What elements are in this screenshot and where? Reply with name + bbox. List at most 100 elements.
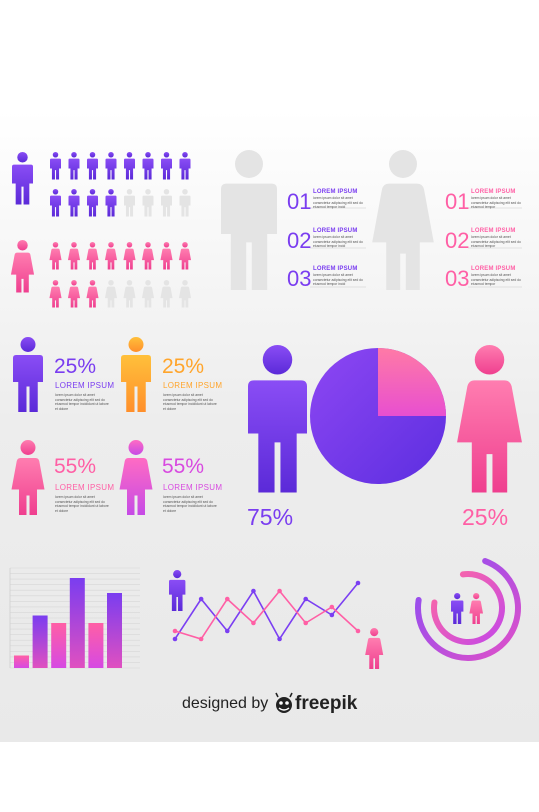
grid-male-icon: [124, 152, 135, 180]
grid-female-icon: [160, 242, 173, 270]
bar-chart-bar: [32, 615, 48, 668]
ring-chart: [415, 558, 521, 661]
line-point-female: [355, 628, 361, 634]
bar-chart-bar: [69, 578, 85, 668]
line-male-icon: [169, 570, 186, 611]
grid-male-icon: [68, 152, 80, 180]
grid-female-icon: [49, 242, 62, 270]
grid-female-icon: [104, 280, 118, 308]
line-point-male: [224, 628, 230, 634]
stat-label-2: LOREM IPSUM: [163, 381, 223, 390]
grid-male-icon: [68, 189, 80, 217]
male-list-label-1: LOREM IPSUM: [313, 189, 358, 195]
bar-chart-bar: [14, 655, 29, 668]
ring-female-icon: [469, 593, 484, 624]
stat-percent-3: 55%: [54, 455, 97, 478]
stat-male-icon: [13, 337, 43, 412]
line-point-male: [303, 596, 309, 602]
male-list-body-1: lorem ipsum dolor sit amet consectetur a…: [313, 196, 363, 210]
grid-female-icon: [141, 280, 155, 308]
stat-body-2: lorem ipsum dolor sit amet consectetur a…: [163, 393, 217, 411]
pie-chart: [248, 345, 522, 493]
stat-body-4: lorem ipsum dolor sit amet consectetur a…: [163, 495, 217, 513]
stats-figures: [11, 337, 153, 515]
male-figure-base: [221, 150, 277, 290]
grid-female-icon: [123, 242, 136, 270]
male-list-body-3: lorem ipsum dolor sit amet consectetur a…: [313, 273, 363, 287]
grid-male-icon: [87, 189, 98, 217]
female-list-number-2: 02: [445, 228, 470, 253]
grid-female-icon: [67, 280, 81, 308]
grid-female-icon: [141, 242, 155, 270]
line-point-male: [277, 636, 282, 642]
male-list-body-2: lorem ipsum dolor sit amet consectetur a…: [313, 235, 363, 249]
male-list-number-1: 01: [287, 189, 312, 214]
line-point-female: [251, 620, 256, 626]
female-figure-base: [372, 150, 434, 290]
line-point-male: [251, 588, 256, 594]
male-list-label-2: LOREM IPSUM: [313, 228, 358, 234]
bar-chart-bar: [107, 593, 122, 668]
line-female-icon: [365, 628, 384, 669]
female-list-label-3: LOREM IPSUM: [471, 266, 516, 272]
grid-male-icon: [87, 152, 98, 180]
line-point-male: [172, 636, 178, 642]
freepik-brand-text: freepik: [295, 693, 358, 714]
line-point-male: [329, 612, 335, 618]
female-list-body-1: lorem ipsum dolor sit amet consectetur a…: [471, 196, 521, 210]
grid-male-icon: [124, 189, 135, 217]
grid-female-icon: [49, 280, 62, 308]
bar-chart: [9, 567, 140, 669]
grid-female-icon: [178, 242, 192, 270]
numbered-list-figures: [221, 150, 522, 290]
line-point-female: [172, 628, 178, 634]
grid-female-icon: [86, 280, 99, 308]
line-point-male: [198, 596, 204, 602]
pie-female-icon: [457, 345, 522, 493]
female-list-label-2: LOREM IPSUM: [471, 228, 516, 234]
grid-female-icon: [86, 242, 99, 270]
line-point-female: [303, 620, 309, 626]
grid-female-icon: [67, 242, 81, 270]
grid-male-icon: [161, 152, 172, 180]
male-list-label-3: LOREM IPSUM: [313, 266, 358, 272]
line-series-female: [174, 589, 359, 640]
grid-female-icon: [178, 280, 192, 308]
grid-male-icon: [179, 189, 191, 217]
designed-by-text: designed by: [182, 695, 269, 712]
stat-label-1: LOREM IPSUM: [55, 381, 115, 390]
line-point-female: [277, 588, 282, 594]
line-series-male: [174, 582, 359, 641]
bar-chart-bar: [88, 623, 104, 668]
pie-slice-female: [378, 348, 446, 416]
female-list-number-3: 03: [445, 266, 470, 291]
stat-body-3: lorem ipsum dolor sit amet consectetur a…: [55, 495, 109, 513]
stat-male-icon: [121, 337, 151, 412]
grid-male-icon: [161, 189, 172, 217]
bar-chart-bar: [51, 623, 67, 668]
person-grid: [10, 152, 192, 308]
grid-male-icon: [105, 189, 117, 217]
female-person-icon: [10, 240, 35, 293]
stat-percent-1: 25%: [54, 355, 97, 378]
grid-male-icon: [142, 152, 154, 180]
line-point-female: [198, 636, 204, 642]
line-chart: [169, 570, 384, 669]
stat-percent-4: 55%: [162, 455, 205, 478]
stat-female-icon: [119, 440, 153, 515]
stat-body-1: lorem ipsum dolor sit amet consectetur a…: [55, 393, 109, 411]
female-list-label-1: LOREM IPSUM: [471, 189, 516, 195]
stat-label-4: LOREM IPSUM: [163, 483, 223, 492]
ring-outer-arc: [415, 558, 521, 661]
grid-male-icon: [179, 152, 191, 180]
grid-female-icon: [104, 242, 118, 270]
pie-female-percent: 25%: [462, 504, 509, 530]
male-person-icon: [12, 152, 33, 205]
female-list-body-2: lorem ipsum dolor sit amet consectetur a…: [471, 235, 521, 249]
ring-inner-arc: [431, 571, 505, 645]
freepik-logo-icon: [275, 692, 293, 713]
pie-male-icon: [248, 345, 307, 493]
grid-male-icon: [50, 189, 61, 217]
